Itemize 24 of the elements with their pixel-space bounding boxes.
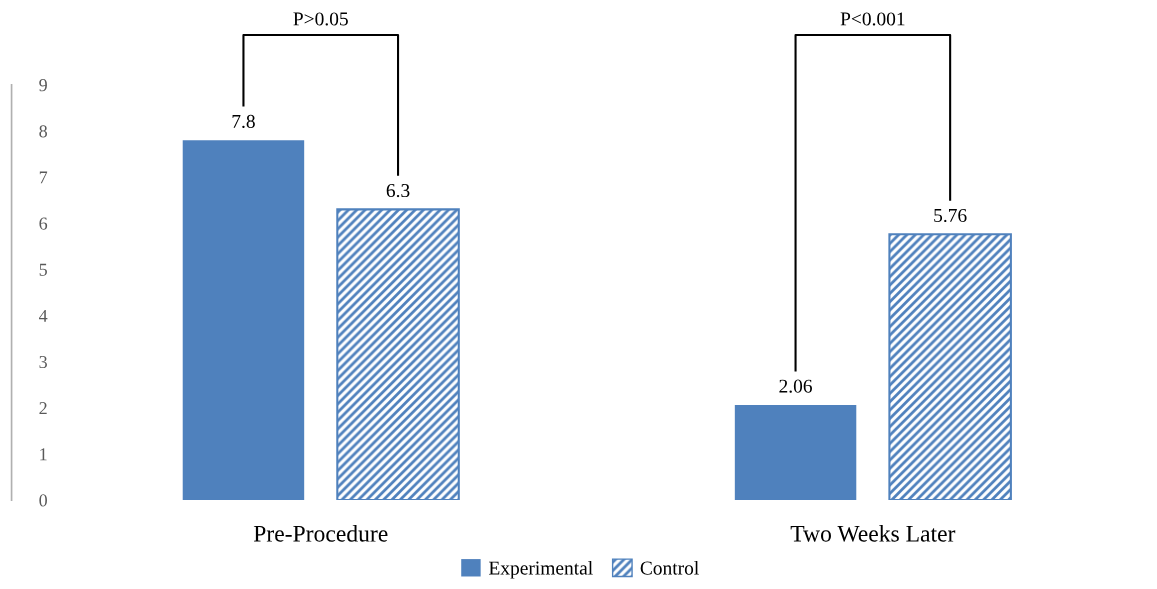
y-tick-label: 5 [39,263,47,276]
y-tick-label: 7 [39,171,48,184]
legend-label: Experimental [488,560,593,579]
bar [336,208,460,501]
data-label: 7.8 [232,114,255,128]
bar [888,233,1012,501]
y-tick-label: 4 [39,309,48,322]
text: P>0.05 [293,12,348,26]
bar [734,405,857,501]
y-tick-label: 6 [39,217,48,230]
y-tick-label: 1 [40,448,47,461]
data-label: 6.3 [386,184,410,198]
y-tick-label: 0 [39,494,47,507]
y-tick-label: 9 [39,79,47,92]
legend-label: Control [640,560,699,575]
x-tick-label: Two Weeks Later [790,525,956,542]
text: P<0.001 [840,12,905,26]
x-tick-label: Pre-Procedure [253,525,388,542]
data-label: 5.76 [934,208,967,223]
y-tick-label: 2 [39,402,47,415]
bar [182,140,305,501]
data-label: 2.06 [779,379,812,393]
y-tick-label: 3 [39,355,47,369]
y-tick-label: 8 [39,125,47,138]
